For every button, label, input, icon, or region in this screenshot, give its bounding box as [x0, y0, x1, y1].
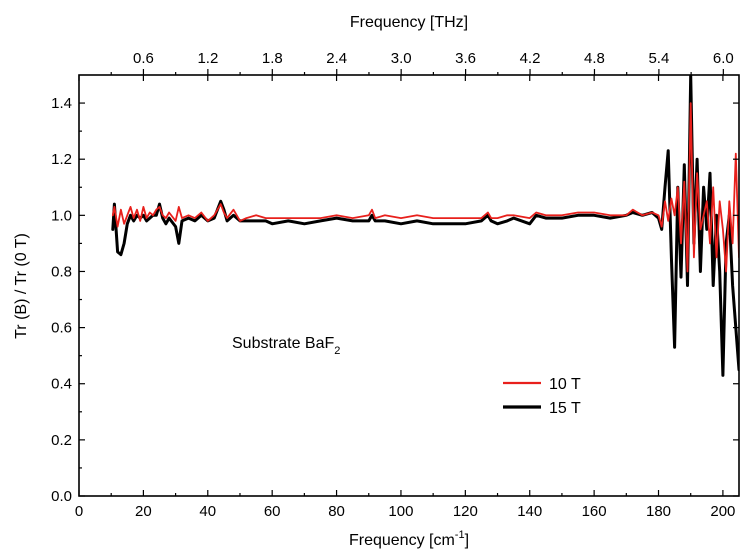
x-tick-label: 60	[264, 503, 281, 520]
tick-layer: 0 20 40 60 80 100 120 140 160 180 200 0.6 1.2 1.8 2.4 3…	[51, 50, 739, 520]
x-tick-label: 100	[388, 503, 413, 520]
y-tick-label: 0.4	[51, 376, 72, 393]
y-tick-label: 1.4	[51, 95, 72, 112]
x-tick-label: 180	[646, 503, 671, 520]
legend: 10 T 15 T	[503, 376, 581, 417]
substrate-annotation: Substrate BaF2	[232, 335, 340, 357]
y-tick-label: 1.2	[51, 151, 72, 168]
legend-label-10t: 10 T	[549, 376, 581, 393]
x-axis-title: Frequency [cm-1]	[349, 529, 469, 549]
series-line-15t	[111, 75, 739, 377]
x-tick-label: 160	[582, 503, 607, 520]
plot-frame	[78, 74, 740, 497]
top-tick-label: 6.0	[713, 50, 734, 67]
y-tick-label: 0.8	[51, 263, 72, 280]
top-tick-label: 3.6	[455, 50, 476, 67]
x-axis-title-sup: -1	[455, 529, 465, 541]
x-tick-label: 0	[75, 503, 83, 520]
x-tick-label: 20	[135, 503, 152, 520]
y-tick-label: 0.2	[51, 432, 72, 449]
x-tick-label: 40	[199, 503, 216, 520]
legend-label-15t: 15 T	[549, 400, 581, 417]
top-axis-title: Frequency [THz]	[350, 14, 468, 31]
top-tick-label: 1.2	[197, 50, 218, 67]
top-tick-label: 4.2	[520, 50, 541, 67]
y-tick-label: 0.0	[51, 488, 72, 505]
x-tick-label: 200	[710, 503, 735, 520]
substrate-annotation-main: Substrate BaF	[232, 335, 335, 352]
top-tick-label: 5.4	[648, 50, 669, 67]
top-tick-label: 4.8	[584, 50, 605, 67]
y-tick-label: 0.6	[51, 320, 72, 337]
top-tick-label: 0.6	[133, 50, 154, 67]
x-axis-title-end: ]	[465, 532, 469, 549]
top-tick-label: 2.4	[326, 50, 347, 67]
substrate-annotation-sub: 2	[334, 345, 340, 357]
x-axis-title-main: Frequency [cm	[349, 532, 455, 549]
x-tick-label: 140	[517, 503, 542, 520]
y-axis-title: Tr (B) / Tr (0 T)	[13, 233, 30, 339]
series-layer	[111, 75, 739, 377]
top-tick-label: 1.8	[262, 50, 283, 67]
y-tick-label: 1.0	[51, 207, 72, 224]
series-line-10t	[111, 102, 739, 273]
top-tick-label: 3.0	[391, 50, 412, 67]
x-tick-label: 80	[328, 503, 345, 520]
x-tick-label: 120	[453, 503, 478, 520]
